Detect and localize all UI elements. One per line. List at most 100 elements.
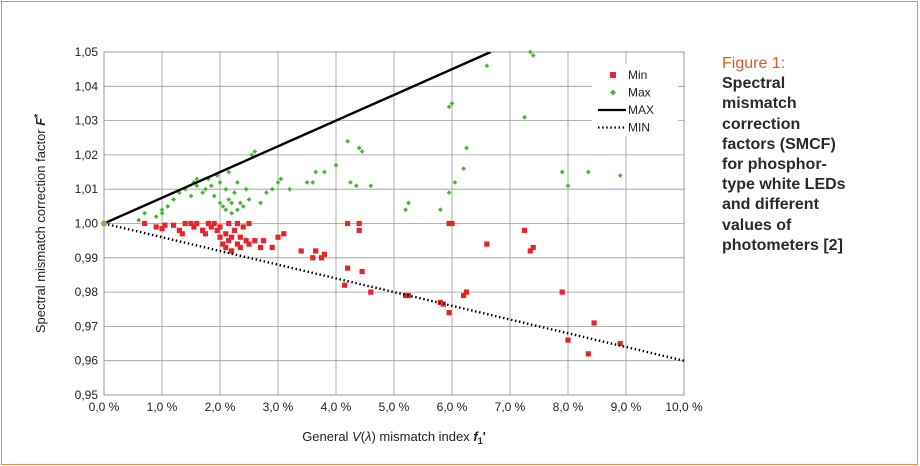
y-tick-label: 0,99 <box>75 251 99 265</box>
max-point <box>136 217 142 223</box>
max-point <box>217 200 223 206</box>
min-point <box>530 244 536 251</box>
max-point <box>159 210 165 216</box>
max-point <box>235 207 240 213</box>
min-line <box>104 222 684 362</box>
max-point <box>252 149 258 154</box>
max-point <box>235 179 240 185</box>
min-point <box>214 227 220 233</box>
max-point <box>240 203 246 209</box>
max-point <box>348 179 353 185</box>
min-point <box>217 224 223 230</box>
min-point <box>223 231 229 237</box>
y-tick-label: 0,96 <box>75 354 99 368</box>
x-tick-label: 0,0 % <box>89 400 120 414</box>
max-point <box>585 169 591 175</box>
max-point <box>530 53 536 58</box>
max-point <box>304 179 310 185</box>
max-point <box>188 193 194 199</box>
max-point <box>232 190 237 196</box>
x-tick-label: 8,0 % <box>553 400 584 414</box>
min-point <box>208 224 214 230</box>
min-point <box>229 234 235 240</box>
max-point <box>438 207 443 213</box>
min-point <box>171 222 177 228</box>
min-point <box>275 234 281 240</box>
min-point <box>252 238 258 244</box>
max-point <box>249 152 255 158</box>
min-point <box>226 220 232 227</box>
max-point <box>278 176 284 182</box>
min-point <box>240 224 246 230</box>
max-point <box>203 186 208 192</box>
max-point <box>194 183 200 189</box>
max-point <box>194 176 200 182</box>
min-point <box>449 220 455 227</box>
y-tick-label: 1,00 <box>75 217 99 231</box>
max-point <box>159 207 165 213</box>
max-point <box>246 197 252 202</box>
x-tick-label: 7,0 % <box>495 400 526 414</box>
x-tick-label: 6,0 % <box>437 400 468 414</box>
caption-label: Figure 1: <box>722 55 786 72</box>
legend-label: Max <box>628 86 651 100</box>
max-point <box>565 183 571 189</box>
max-point <box>617 173 623 178</box>
y-tick-label: 1,05 <box>75 45 99 59</box>
min-point <box>217 234 223 240</box>
min-point <box>234 241 240 247</box>
min-point <box>202 231 209 237</box>
max-point <box>446 190 452 196</box>
min-point <box>527 248 533 254</box>
min-point <box>243 238 249 244</box>
min-point <box>565 337 571 343</box>
max-point <box>559 169 565 175</box>
max-point <box>153 214 159 220</box>
min-point <box>223 244 229 251</box>
max-point <box>269 186 275 192</box>
min-point <box>310 255 316 261</box>
max-point <box>206 176 211 182</box>
max-point <box>177 190 182 196</box>
max-point <box>484 63 490 69</box>
min-point <box>559 289 565 295</box>
min-point <box>246 241 252 247</box>
min-point <box>521 227 528 233</box>
max-point <box>359 149 365 154</box>
max-point <box>406 200 411 206</box>
max-point <box>275 179 281 185</box>
min-point <box>403 292 409 299</box>
max-line <box>104 52 492 225</box>
legend: Min Max MAX MIN <box>592 64 678 136</box>
max-point <box>214 173 220 178</box>
max-point <box>226 169 232 175</box>
min-point <box>179 231 185 237</box>
y-tick-label: 0,95 <box>75 388 99 402</box>
caption-text: Spectral mismatch correction factors (SM… <box>722 75 846 254</box>
x-tick-label: 5,0 % <box>379 400 410 414</box>
min-point <box>463 289 470 295</box>
max-point <box>165 203 171 209</box>
max-point <box>226 197 232 202</box>
x-tick-label: 2,0 % <box>205 400 236 414</box>
min-point <box>356 220 362 227</box>
min-point <box>321 251 327 257</box>
max-point <box>217 179 223 185</box>
min-point <box>484 241 490 247</box>
min-point <box>142 220 148 227</box>
min-point <box>205 220 211 227</box>
legend-label: MAX <box>628 103 654 117</box>
min-point <box>188 220 194 227</box>
legend-min-marker <box>610 72 616 78</box>
origin-point <box>101 220 107 227</box>
max-point <box>333 162 339 168</box>
min-point <box>260 238 267 244</box>
legend-label: Min <box>628 68 647 82</box>
max-point <box>223 186 229 192</box>
legend-label: MIN <box>628 121 650 135</box>
min-point <box>281 231 287 237</box>
min-point <box>342 282 348 288</box>
y-tick-label: 0,98 <box>75 285 99 299</box>
min-point <box>356 227 362 233</box>
